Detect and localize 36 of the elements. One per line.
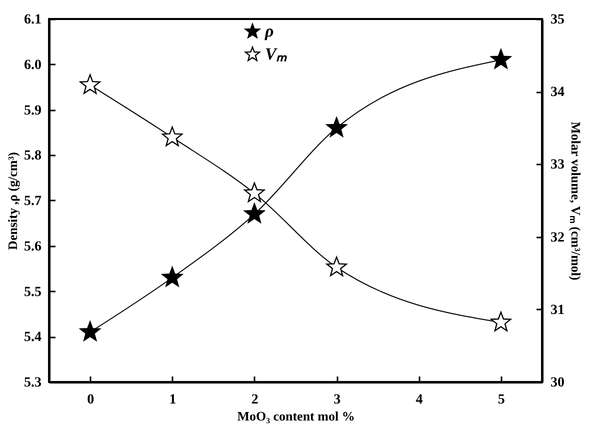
x-tick-label: 1 [169,392,176,408]
point [162,126,183,146]
legend-label: ρ [264,22,274,40]
point [490,312,512,332]
legend-label: Vₘ [265,44,288,64]
y2-axis-title: Molar volume, Vₘ (cm³/mol) [568,122,584,280]
point [326,117,347,137]
x-tick-label: 3 [334,392,341,408]
x-tick-label: 0 [87,392,94,408]
x-tick-label: 4 [416,392,423,408]
point [162,266,183,287]
x-axis-title: MoO₃ content mol % [237,408,355,424]
point [80,74,100,94]
point [80,321,100,341]
x-tick-label: 5 [498,392,505,408]
y-tick-label: 5.6 [24,239,42,254]
y2-tick-label: 34 [550,85,564,100]
point [326,256,347,276]
point [244,182,265,202]
y-axis-title: Density ,ρ (g/cm³) [5,152,20,250]
y-tick-label: 5.9 [24,103,42,118]
y-tick-label: 6.0 [24,58,42,73]
y-tick-label: 5.7 [24,194,42,209]
y2-tick-label: 33 [550,158,564,173]
y-tick-label: 5.5 [24,284,42,300]
y2-tick-label: 35 [550,12,564,28]
y-tick-label: 5.3 [24,376,42,390]
y-tick-label: 5.8 [24,148,42,164]
y2-tick-label: 32 [550,230,564,246]
y-tick-label: 5.4 [24,330,42,346]
y-tick-label: 6.1 [24,12,42,28]
x-tick-label: 2 [251,392,258,408]
y2-tick-label: 31 [550,302,564,318]
y2-tick-label: 30 [550,376,564,390]
point [490,48,512,69]
point [244,203,265,224]
